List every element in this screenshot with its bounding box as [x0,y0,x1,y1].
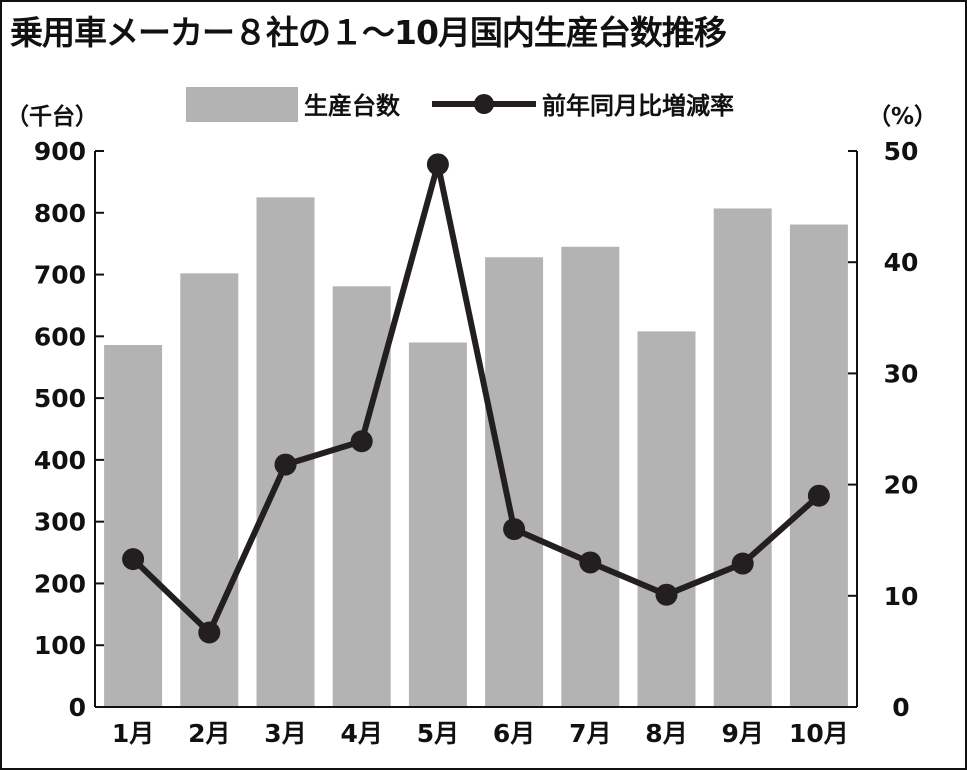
x-tick-label: 4月 [340,719,382,748]
rate-point-9 [731,552,754,575]
x-tick-label: 7月 [569,719,611,748]
bar-8 [637,331,696,707]
bars [104,197,848,708]
x-tick-label: 1月 [112,719,154,748]
left-tick-label: 800 [34,199,86,228]
legend: 生産台数 前年同月比増減率 [186,87,734,122]
bar-9 [713,208,772,707]
bar-4 [332,286,391,707]
left-tick-label: 600 [34,322,86,351]
chart-title: 乗用車メーカー８社の１～10月国内生産台数推移 [10,13,727,52]
bar-1 [104,344,163,707]
bar-10 [789,224,848,707]
left-tick-label: 0 [69,693,86,722]
x-tick-label: 6月 [493,719,535,748]
rate-line [131,161,821,636]
right-tick-label: 0 [892,693,909,722]
right-tick-label: 40 [884,248,919,277]
bar-6 [485,257,544,707]
legend-swatch-bar [186,87,298,122]
x-tick-label: 2月 [188,719,230,748]
x-tick-label: 8月 [645,719,687,748]
rate-point-7 [579,551,602,574]
rate-point-5 [426,153,449,176]
right-tick-label: 20 [884,471,919,500]
x-tick-label: 10月 [789,719,849,748]
legend-swatch-marker [474,94,494,114]
left-tick-label: 300 [34,508,86,537]
right-tick-label: 30 [884,359,919,388]
x-tick-label: 9月 [721,719,763,748]
left-tick-label: 900 [34,137,86,166]
bar-7 [561,246,620,707]
left-tick-label: 200 [34,569,86,598]
bar-5 [408,342,467,707]
bar-3 [256,197,315,708]
x-tick-label: 5月 [417,719,459,748]
left-tick-label: 700 [34,261,86,290]
left-tick-label: 500 [34,384,86,413]
rate-point-1 [122,548,145,571]
right-axis-unit: （%） [868,103,937,130]
left-tick-label: 400 [34,446,86,475]
rate-point-4 [350,430,373,453]
x-tick-label: 3月 [264,719,306,748]
rate-point-6 [503,518,526,541]
line-series [122,153,830,644]
rate-point-8 [655,583,678,606]
left-tick-label: 100 [34,631,86,660]
rate-point-2 [198,621,221,644]
rate-point-10 [807,484,830,507]
legend-label-bar: 生産台数 [304,92,401,120]
legend-label-line: 前年同月比増減率 [542,92,734,120]
right-tick-label: 10 [884,582,919,611]
right-tick-label: 50 [884,137,919,166]
left-axis-unit: （千台） [6,103,98,130]
axes: 0 100 200 300 400 500 600 700 800 900 0 10 20 30 40 50 1… [34,137,919,748]
rate-point-3 [274,453,297,476]
